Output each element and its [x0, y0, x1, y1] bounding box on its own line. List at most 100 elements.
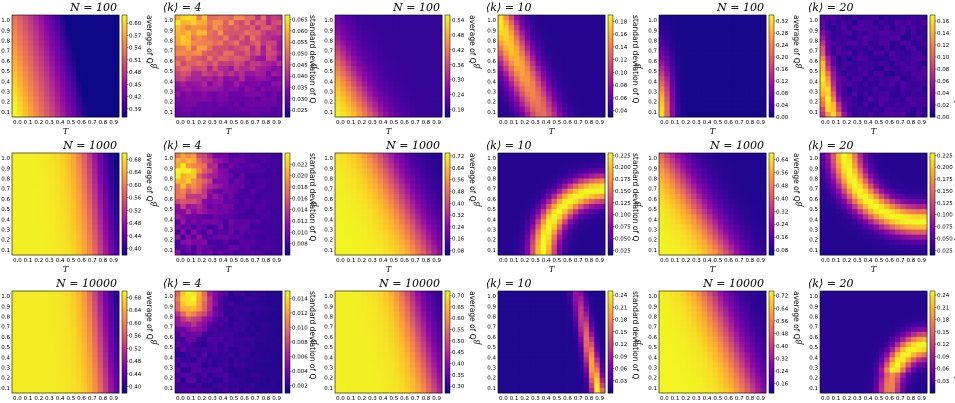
heatmap-cell: [862, 35, 869, 41]
heatmap-cell: [675, 198, 681, 205]
heatmap-cell: [207, 91, 213, 97]
heatmap-cell: [54, 209, 61, 215]
heatmap-cell: [244, 50, 251, 57]
heatmap-cell: [33, 71, 40, 77]
heatmap-cell: [249, 158, 256, 164]
heatmap-cell: [22, 81, 29, 87]
heatmap-cell: [367, 66, 373, 72]
heatmap-cell: [556, 60, 563, 67]
heatmap-cell: [356, 183, 363, 190]
heatmap-cell: [409, 106, 416, 113]
heatmap-cell: [546, 224, 552, 230]
heatmap-cell: [70, 106, 77, 113]
heatmap-cell: [916, 20, 923, 26]
colorbar-tick-label: 0.08: [937, 67, 950, 73]
heatmap-cell: [530, 111, 536, 118]
colorbar-segment: [285, 155, 290, 159]
heatmap-cell: [862, 81, 869, 87]
heatmap-cell: [201, 66, 208, 72]
heatmap-cell: [685, 219, 692, 225]
heatmap-cell: [524, 193, 531, 200]
heatmap-cell: [38, 209, 45, 215]
heatmap-cell: [388, 153, 395, 159]
heatmap-cell: [28, 60, 34, 67]
heatmap-cell: [707, 76, 713, 82]
heatmap-cell: [530, 60, 536, 67]
heatmap-cell: [345, 249, 352, 256]
x-tick-label: 0.3: [531, 258, 540, 264]
heatmap-cell: [92, 229, 98, 235]
heatmap-cell: [535, 193, 542, 200]
heatmap-cell: [201, 86, 208, 92]
heatmap-cell: [535, 55, 542, 62]
heatmap-cell: [669, 91, 676, 97]
heatmap-cell: [425, 86, 432, 92]
heatmap-cell: [583, 81, 590, 87]
heatmap-cell: [583, 40, 590, 46]
heatmap-cell: [399, 111, 405, 118]
x-tick-label: 0.6: [563, 258, 572, 264]
heatmap-cell: [868, 50, 874, 57]
heatmap-cell: [508, 244, 515, 251]
heatmap-cell: [207, 158, 213, 164]
heatmap-cell: [367, 234, 373, 241]
colorbar-segment: [769, 15, 774, 18]
x-axis-label: T: [226, 127, 232, 136]
colorbar-segment: [930, 27, 935, 31]
heatmap-cell: [723, 91, 729, 97]
heatmap-cell: [207, 209, 213, 215]
heatmap-cell: [551, 101, 558, 108]
colorbar-segment: [930, 106, 935, 110]
heatmap-cell: [351, 66, 357, 72]
heatmap-cell: [535, 66, 542, 72]
heatmap-cell: [196, 193, 203, 200]
heatmap-cell: [260, 66, 267, 72]
colorbar-tick-label: 0.48: [129, 221, 142, 227]
heatmap-cell: [436, 224, 443, 230]
heatmap-cell: [12, 55, 18, 62]
heatmap-cell: [514, 209, 520, 215]
heatmap-cell: [255, 214, 261, 220]
heatmap-cell: [744, 86, 751, 92]
colorbar-segment: [445, 165, 450, 169]
heatmap-cell: [884, 60, 890, 67]
heatmap-cell: [249, 219, 256, 225]
heatmap-cell: [852, 30, 858, 36]
heatmap-cell: [503, 45, 510, 52]
heatmap-cell: [583, 86, 590, 92]
heatmap-cell: [691, 219, 697, 225]
heatmap-cell: [873, 101, 880, 108]
heatmap-cell: [345, 234, 352, 241]
colorbar-segment: [769, 94, 774, 97]
heatmap-cell: [399, 86, 405, 92]
heatmap-cell: [65, 86, 72, 92]
colorbar-segment: [285, 232, 290, 235]
heatmap-cell: [255, 86, 261, 92]
heatmap-cell: [33, 214, 40, 220]
heatmap-cell: [393, 30, 400, 36]
heatmap-cell: [498, 96, 504, 103]
heatmap-cell: [92, 209, 98, 215]
colorbar-segment: [445, 94, 450, 97]
heatmap-cell: [33, 25, 40, 31]
heatmap-cell: [65, 40, 72, 46]
colorbar-segment: [122, 32, 127, 36]
heatmap-cell: [685, 86, 692, 92]
heatmap-cell: [562, 71, 568, 77]
heatmap-cell: [108, 168, 115, 174]
heatmap-cell: [425, 183, 432, 190]
heatmap-cell: [675, 173, 681, 179]
heatmap-cell: [102, 214, 109, 220]
heatmap-cell: [588, 168, 595, 174]
heatmap-cell: [207, 45, 213, 52]
heatmap-cell: [388, 178, 395, 184]
heatmap-cell: [508, 249, 515, 256]
heatmap-cell: [44, 25, 50, 31]
y-tick-label: 0.6: [324, 197, 333, 203]
heatmap-cell: [680, 30, 687, 36]
heatmap-panel-N1000-avg-k4: N = 10000.0 0.1 0.2 0.3 0.4 0.5 0.6 0.7 0.8 0.90.…: [1, 139, 154, 274]
x-tick-label: 0.2: [842, 120, 851, 126]
heatmap-cell: [680, 219, 687, 225]
heatmap-cell: [567, 91, 574, 97]
heatmap-cell: [361, 25, 368, 31]
